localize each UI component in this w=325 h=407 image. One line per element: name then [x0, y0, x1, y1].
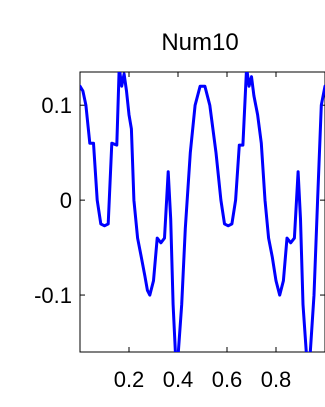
- x-tick-label: 0.8: [261, 367, 292, 392]
- plot-frame: [79, 71, 325, 353]
- x-tick-label: 0.2: [114, 367, 145, 392]
- x-tick-label: 0.6: [212, 367, 243, 392]
- y-tick-label: -0.1: [34, 283, 72, 308]
- series-line: [80, 72, 325, 352]
- chart-title: Num10: [161, 29, 238, 56]
- y-tick-label: 0: [60, 188, 72, 213]
- series-group: [80, 72, 325, 352]
- x-tick-label: 0.4: [163, 367, 194, 392]
- y-tick-label: 0.1: [41, 93, 72, 118]
